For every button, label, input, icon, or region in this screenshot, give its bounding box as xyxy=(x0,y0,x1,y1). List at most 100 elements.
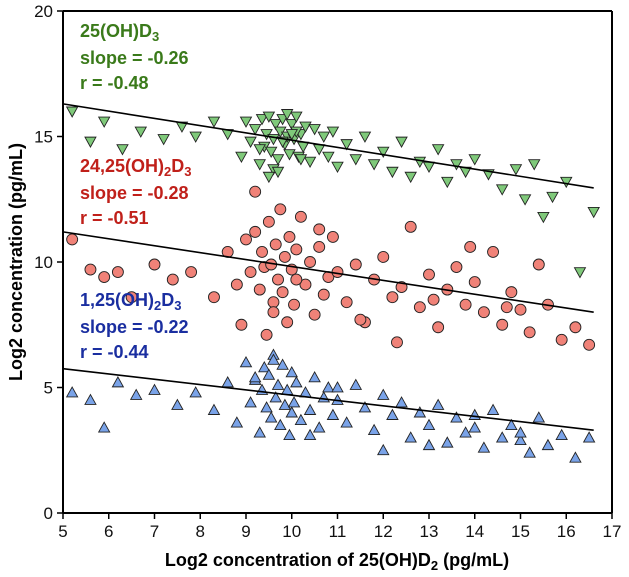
data-point xyxy=(532,411,546,423)
data-point xyxy=(376,388,390,400)
data-point xyxy=(189,386,202,398)
data-point xyxy=(349,378,363,390)
data-point xyxy=(477,306,490,319)
data-point xyxy=(395,281,408,294)
data-point xyxy=(253,283,266,296)
series-3-r: r = -0.44 xyxy=(80,342,149,362)
x-tick-label: 14 xyxy=(465,522,484,541)
data-point xyxy=(422,418,436,430)
data-point xyxy=(290,376,303,388)
data-point xyxy=(358,401,372,413)
data-point xyxy=(267,306,280,319)
data-point xyxy=(413,406,427,418)
data-point xyxy=(285,129,299,141)
data-point xyxy=(189,131,202,143)
data-point xyxy=(313,223,326,236)
data-point xyxy=(349,258,362,271)
x-tick-label: 13 xyxy=(420,522,439,541)
data-point xyxy=(331,161,344,174)
marks-layer xyxy=(65,106,600,463)
data-point xyxy=(340,296,353,309)
data-point xyxy=(269,238,282,251)
data-point xyxy=(148,383,161,395)
data-point xyxy=(185,266,198,278)
data-point xyxy=(253,144,266,156)
data-point xyxy=(287,396,301,408)
series-3-points xyxy=(65,348,596,463)
data-point xyxy=(207,403,221,415)
series-2-slope: slope = -0.28 xyxy=(80,183,189,203)
data-point xyxy=(527,159,541,171)
series-3-name: 1,25(OH)2D3 xyxy=(80,290,182,313)
data-point xyxy=(290,111,303,123)
data-point xyxy=(244,136,257,148)
data-point xyxy=(290,273,303,286)
x-tick-label: 5 xyxy=(58,522,67,541)
data-point xyxy=(450,159,463,171)
data-point xyxy=(264,146,278,158)
series-3-slope: slope = -0.22 xyxy=(80,317,189,337)
data-point xyxy=(111,266,124,278)
data-point xyxy=(468,276,481,289)
data-point xyxy=(285,119,299,131)
data-point xyxy=(239,116,253,128)
data-point xyxy=(272,273,284,286)
data-point xyxy=(303,428,317,441)
data-point xyxy=(271,378,285,390)
fit-lines-layer xyxy=(62,103,594,431)
data-point xyxy=(367,423,381,436)
data-point xyxy=(559,176,573,189)
data-point xyxy=(523,446,536,458)
x-tick-label: 12 xyxy=(374,522,393,541)
y-tick-label: 15 xyxy=(34,128,53,147)
data-point xyxy=(235,318,248,331)
x-tick-label: 11 xyxy=(329,522,347,541)
series-1-name: 25(OH)D3 xyxy=(80,21,159,44)
x-tick-label: 7 xyxy=(150,522,159,541)
data-point xyxy=(276,358,289,370)
data-point xyxy=(281,316,294,329)
data-point xyxy=(129,388,143,400)
data-point xyxy=(262,368,276,380)
data-point xyxy=(349,154,363,166)
data-point xyxy=(308,124,321,136)
data-point xyxy=(283,149,296,161)
data-point xyxy=(404,220,417,233)
data-point xyxy=(496,318,509,331)
data-point xyxy=(587,206,600,219)
data-point xyxy=(505,418,518,430)
data-point xyxy=(514,426,527,438)
data-point xyxy=(280,109,294,121)
data-point xyxy=(376,146,390,158)
data-point xyxy=(171,398,184,410)
data-point xyxy=(244,396,257,408)
data-point xyxy=(304,256,316,268)
data-point xyxy=(207,116,221,128)
data-point xyxy=(290,243,303,256)
data-point xyxy=(84,393,97,405)
data-point xyxy=(514,433,527,446)
data-point xyxy=(555,333,568,346)
data-point xyxy=(125,291,138,304)
data-point xyxy=(468,421,482,433)
data-point xyxy=(65,106,79,118)
data-point xyxy=(326,230,339,243)
data-point xyxy=(523,326,536,339)
data-point xyxy=(230,278,243,291)
data-point xyxy=(98,271,111,284)
data-point xyxy=(278,398,292,410)
x-axis-title: Log2 concentration of 25(OH)D2 (pg/mL) xyxy=(165,550,509,573)
data-point xyxy=(423,268,435,281)
data-point xyxy=(148,258,161,271)
series-2-fit-line xyxy=(62,231,594,313)
data-point xyxy=(505,286,518,299)
data-point xyxy=(285,406,299,418)
data-point xyxy=(299,278,312,291)
data-point xyxy=(377,251,390,263)
data-point xyxy=(459,426,472,438)
data-point xyxy=(477,441,491,453)
data-point xyxy=(500,301,513,314)
series-2-r: r = -0.51 xyxy=(80,208,149,228)
data-point xyxy=(157,134,170,146)
